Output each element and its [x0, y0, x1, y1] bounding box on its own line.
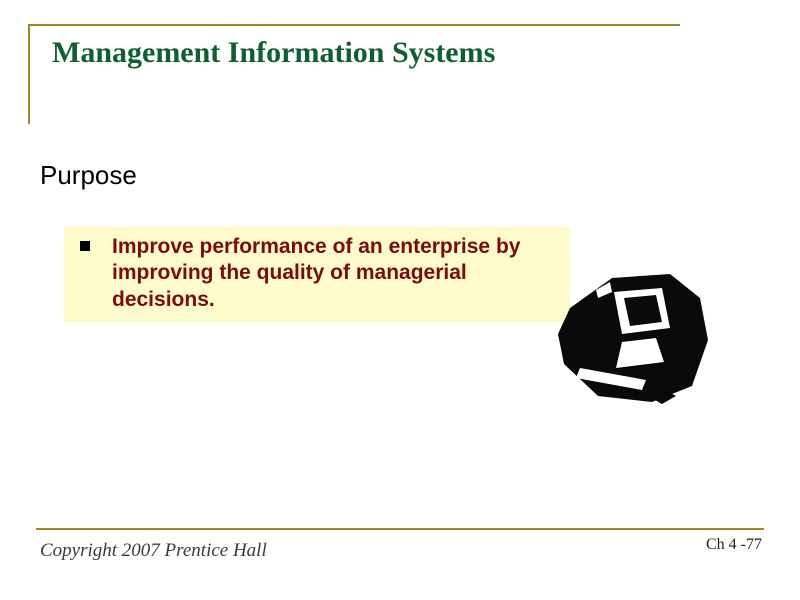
footer-page-ref: Ch 4 -77	[706, 536, 762, 554]
bullet-box: Improve performance of an enterprise by …	[64, 226, 570, 323]
slide: Management Information Systems Purpose I…	[0, 0, 800, 600]
square-bullet-icon	[80, 241, 90, 251]
computer-clipart-icon	[552, 268, 712, 408]
slide-title: Management Information Systems	[52, 36, 552, 71]
list-item: Improve performance of an enterprise by …	[74, 234, 560, 313]
footer-copyright: Copyright 2007 Prentice Hall	[40, 540, 267, 562]
footer-rule	[36, 528, 764, 530]
section-label: Purpose	[40, 160, 137, 191]
bullet-text: Improve performance of an enterprise by …	[112, 234, 560, 313]
